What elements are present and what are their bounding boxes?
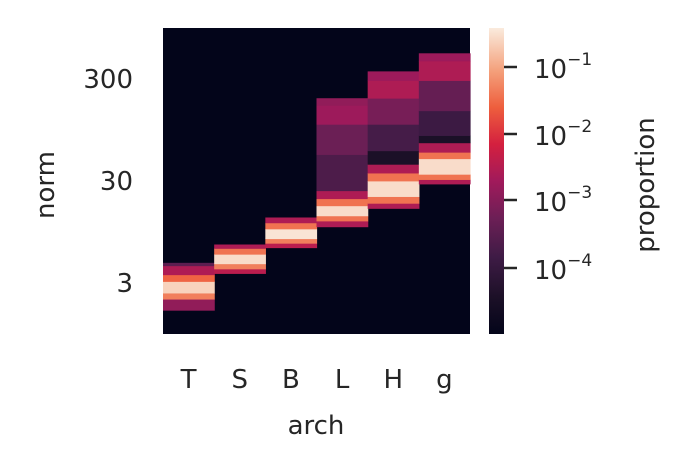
heatmap-cell-g-3 bbox=[418, 152, 471, 160]
heatmap-cell-S-2 bbox=[214, 254, 266, 265]
heatmap-cell-H-9 bbox=[367, 71, 420, 81]
y-axis: 300 30 3 norm bbox=[31, 65, 133, 299]
x-tick-label-L: L bbox=[335, 365, 350, 395]
colorbar: 10−1 10−2 10−3 10−4 proportion bbox=[489, 28, 661, 334]
x-tick-label-g: g bbox=[436, 365, 453, 395]
heatmap-cell-T-3 bbox=[163, 274, 215, 282]
heatmap-cell-L-5 bbox=[316, 154, 369, 192]
heatmap-cell-H-7 bbox=[367, 98, 420, 125]
heatmap-cell-g-8 bbox=[418, 60, 471, 81]
heatmap-plot-area bbox=[163, 28, 471, 334]
colorbar-tick-label-e2: 10−2 bbox=[534, 117, 592, 152]
colorbar-tick-label-e4: 10−4 bbox=[534, 251, 592, 286]
heatmap-cell-g-5 bbox=[418, 135, 471, 144]
heatmap-cell-H-0 bbox=[367, 203, 420, 209]
heatmap-cell-g-2 bbox=[418, 158, 471, 175]
heatmap-cell-L-7 bbox=[316, 105, 369, 125]
x-tick-label-H: H bbox=[384, 365, 404, 395]
heatmap-cell-H-2 bbox=[367, 181, 420, 197]
colorbar-tick-label-e3: 10−3 bbox=[534, 183, 592, 218]
heatmap-cell-g-1 bbox=[418, 174, 471, 180]
x-axis: T S B L H g arch bbox=[180, 365, 453, 441]
heatmap-cell-B-1 bbox=[265, 238, 318, 244]
heatmap-cell-L-1 bbox=[316, 215, 369, 222]
heatmap-cell-L-2 bbox=[316, 205, 369, 217]
heatmap-cell-B-2 bbox=[265, 228, 318, 240]
y-tick-label-30: 30 bbox=[100, 167, 133, 197]
heatmap-cell-L-4 bbox=[316, 190, 369, 200]
heatmap-cell-g-7 bbox=[418, 80, 471, 112]
y-tick-label-3: 3 bbox=[116, 269, 133, 299]
heatmap-cell-B-3 bbox=[265, 222, 318, 230]
heatmap-cell-H-4 bbox=[367, 164, 420, 174]
heatmap-cell-T-0 bbox=[163, 299, 215, 311]
heatmap-cell-L-6 bbox=[316, 124, 369, 155]
heatmap-cell-B-0 bbox=[265, 243, 318, 249]
x-tick-label-S: S bbox=[232, 365, 249, 395]
x-axis-title: arch bbox=[288, 411, 345, 441]
heatmap-cell-H-8 bbox=[367, 80, 420, 99]
heatmap-cell-S-4 bbox=[214, 244, 266, 249]
x-tick-label-T: T bbox=[180, 365, 197, 395]
heatmap-cell-g-6 bbox=[418, 110, 471, 136]
colorbar-gradient bbox=[489, 28, 504, 334]
heatmap-cell-H-1 bbox=[367, 196, 420, 204]
heatmap-cell-S-3 bbox=[214, 248, 266, 255]
heatmap-cell-H-3 bbox=[367, 173, 420, 182]
heatmap-cell-g-4 bbox=[418, 142, 471, 153]
heatmap-cell-T-4 bbox=[163, 265, 215, 276]
heatmap-cell-g-0 bbox=[418, 179, 471, 185]
y-tick-label-300: 300 bbox=[83, 65, 133, 95]
y-axis-title: norm bbox=[31, 151, 61, 219]
heatmap-cell-L-3 bbox=[316, 198, 369, 207]
heatmap-cell-g-9 bbox=[418, 53, 471, 62]
heatmap-cell-S-1 bbox=[214, 263, 266, 270]
heatmap-cell-T-1 bbox=[163, 293, 215, 300]
heatmap-cell-H-6 bbox=[367, 124, 420, 152]
colorbar-tick-label-e1: 10−1 bbox=[534, 50, 592, 85]
heatmap-cell-L-0 bbox=[316, 220, 369, 228]
heatmap-cell-L-8 bbox=[316, 98, 369, 106]
heatmap-cell-B-4 bbox=[265, 217, 318, 224]
heatmap-cell-T-2 bbox=[163, 281, 215, 294]
heatmap-cell-T-5 bbox=[163, 262, 215, 267]
heatmap-cell-H-5 bbox=[367, 150, 420, 165]
colorbar-title: proportion bbox=[631, 117, 661, 252]
x-tick-label-B: B bbox=[282, 365, 300, 395]
heatmap-cell-S-0 bbox=[214, 268, 266, 274]
